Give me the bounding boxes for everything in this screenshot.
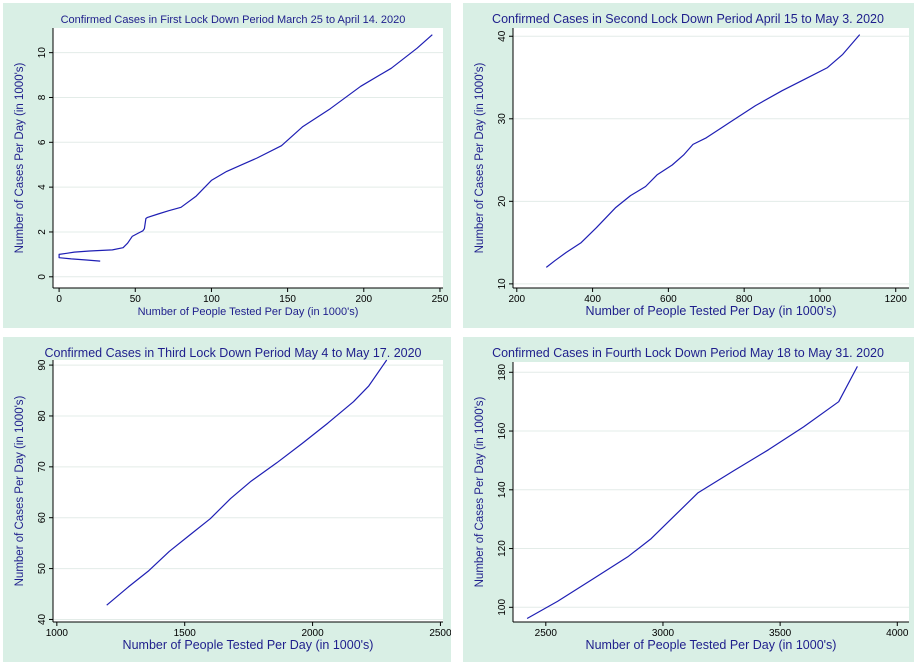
y-tick-label: 40	[37, 613, 48, 625]
series-line	[526, 366, 858, 620]
chart-title: Confirmed Cases in Third Lock Down Perio…	[44, 346, 421, 360]
x-axis-label: Number of People Tested Per Day (in 1000…	[123, 638, 374, 652]
x-tick-label: 2500	[429, 628, 451, 639]
x-tick-label: 1000	[46, 628, 69, 639]
y-tick-label: 60	[37, 512, 48, 524]
plot-area	[53, 360, 443, 622]
chart-panel-fourth-lockdown: 100 120 140 160 180 2500 3000 3500 4000 Confirmed…	[463, 337, 914, 662]
y-tick-label: 0	[37, 274, 48, 280]
x-axis-label: Number of People Tested Per Day (in 1000…	[138, 306, 359, 318]
y-tick-label: 50	[37, 563, 48, 575]
series-line	[106, 359, 388, 606]
x-tick-label: 50	[130, 294, 142, 305]
y-tick-label: 90	[37, 359, 48, 371]
chart-title: Confirmed Cases in Second Lock Down Peri…	[492, 12, 884, 26]
y-tick-label: 20	[497, 195, 508, 207]
x-tick-label: 2000	[301, 628, 324, 639]
chart-title: Confirmed Cases in Fourth Lock Down Peri…	[492, 346, 884, 360]
chart-panel-second-lockdown: 10 20 30 40 200 400 600 800 1000 1200 Confirmed Ca…	[463, 3, 914, 328]
x-tick-label: 100	[203, 294, 220, 305]
chart-title: Confirmed Cases in First Lock Down Perio…	[61, 14, 406, 26]
y-axis-label: Number of Cases Per Day (in 1000's)	[14, 62, 26, 253]
plot-area	[53, 28, 443, 288]
x-tick-label: 1500	[174, 628, 197, 639]
x-tick-label: 200	[355, 294, 372, 305]
x-tick-label: 4000	[886, 628, 909, 639]
x-tick-label: 0	[56, 294, 62, 305]
x-tick-label: 250	[432, 294, 449, 305]
y-tick-label: 8	[37, 94, 48, 100]
y-tick-label: 40	[497, 30, 508, 42]
y-axis-label: Number of Cases Per Day (in 1000's)	[474, 62, 486, 253]
y-tick-label: 70	[37, 461, 48, 473]
x-tick-label: 1000	[809, 294, 832, 305]
series-line	[545, 34, 861, 268]
x-axis-label: Number of People Tested Per Day (in 1000…	[586, 304, 837, 318]
x-tick-label: 2500	[535, 628, 558, 639]
chart-third-lockdown: 40 50 60 70 80 90 1000 1500 2000 2500 Confirmed Ca…	[14, 346, 451, 652]
y-axis-label: Number of Cases Per Day (in 1000's)	[14, 395, 26, 586]
y-tick-label: 10	[497, 278, 508, 290]
x-tick-label: 1200	[885, 294, 908, 305]
series-line	[58, 34, 433, 262]
y-tick-label: 80	[37, 410, 48, 422]
y-axis-label: Number of Cases Per Day (in 1000's)	[474, 396, 486, 587]
chart-panel-third-lockdown: 40 50 60 70 80 90 1000 1500 2000 2500 Confirmed Ca…	[3, 337, 451, 662]
x-axis-label: Number of People Tested Per Day (in 1000…	[586, 638, 837, 652]
y-tick-label: 140	[497, 481, 508, 498]
chart-fourth-lockdown: 100 120 140 160 180 2500 3000 3500 4000 Confirmed…	[474, 346, 909, 652]
x-tick-label: 800	[736, 294, 753, 305]
chart-panel-first-lockdown: 0 2 4 6 8 10 0 50 100 150 200 250 Confirmed Cases in…	[3, 3, 451, 328]
plot-area	[513, 362, 909, 622]
y-tick-label: 30	[497, 113, 508, 125]
y-tick-label: 160	[497, 422, 508, 439]
x-tick-label: 3000	[652, 628, 675, 639]
chart-second-lockdown: 10 20 30 40 200 400 600 800 1000 1200 Confirmed Ca…	[474, 12, 909, 318]
y-tick-label: 10	[37, 47, 48, 59]
x-tick-label: 400	[584, 294, 601, 305]
x-tick-label: 150	[279, 294, 296, 305]
y-tick-label: 120	[497, 540, 508, 557]
y-tick-label: 2	[37, 229, 48, 235]
y-tick-label: 6	[37, 139, 48, 145]
x-tick-label: 600	[660, 294, 677, 305]
x-tick-label: 200	[508, 294, 525, 305]
x-tick-label: 3500	[769, 628, 792, 639]
y-tick-label: 180	[497, 364, 508, 381]
y-tick-label: 100	[497, 599, 508, 616]
y-tick-label: 4	[37, 184, 48, 190]
